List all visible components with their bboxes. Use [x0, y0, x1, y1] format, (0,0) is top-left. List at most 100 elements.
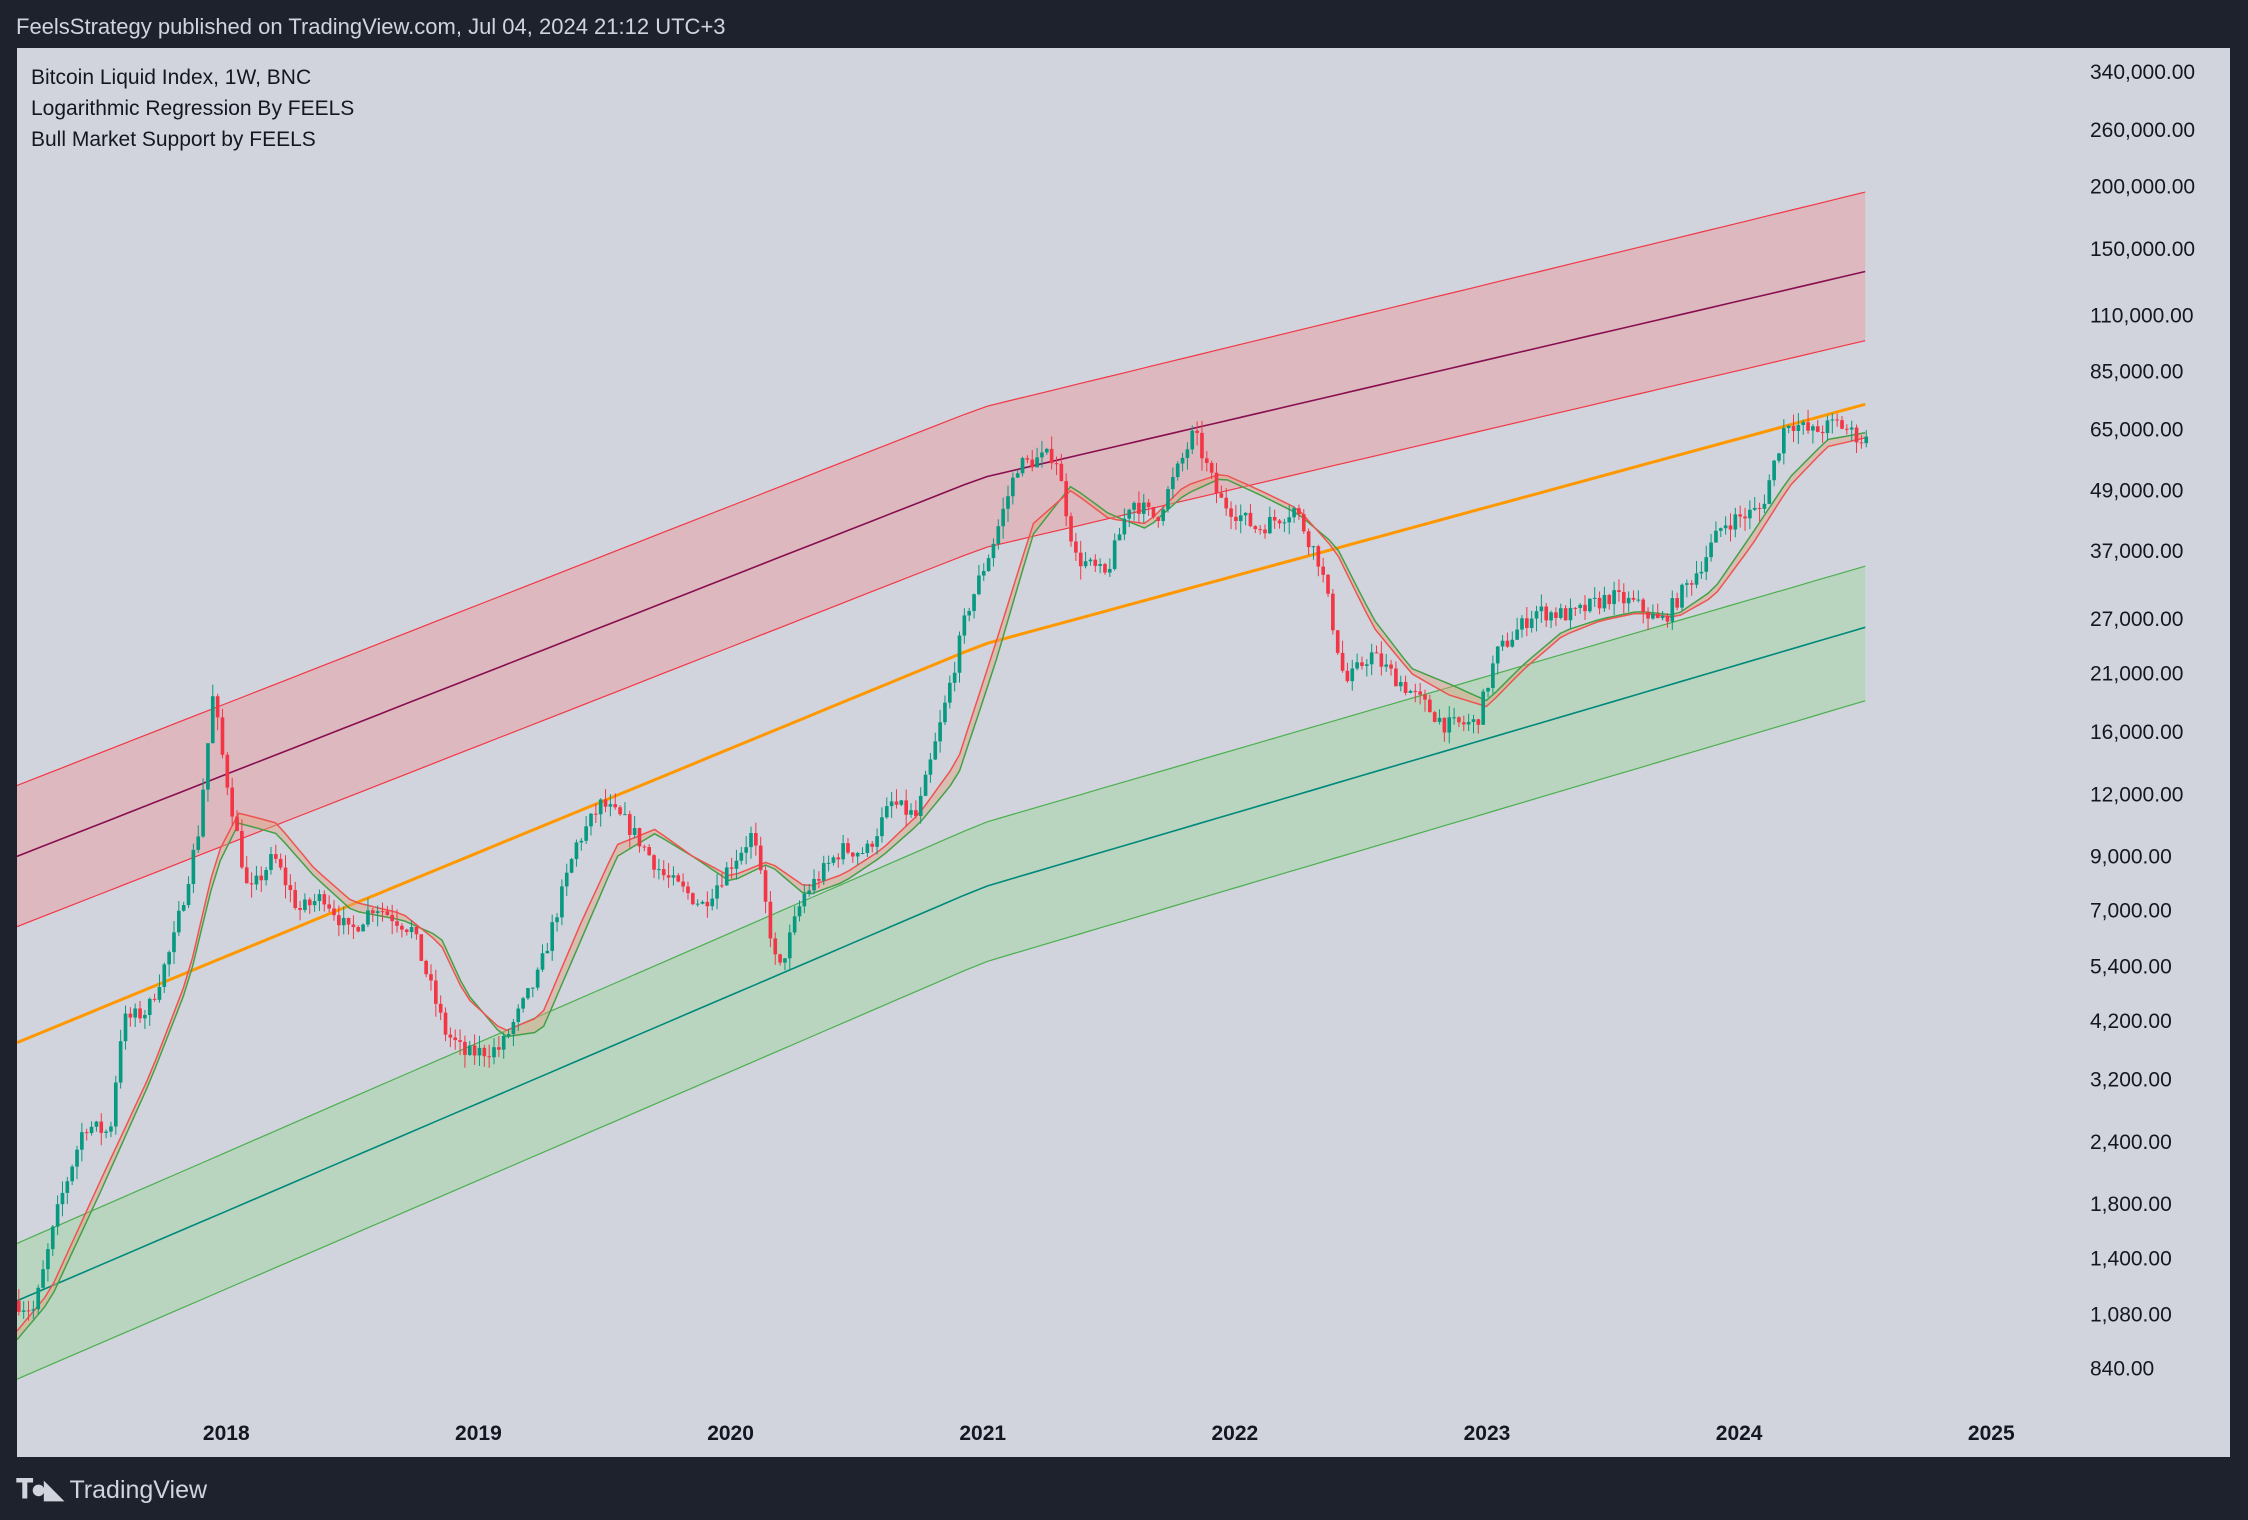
candle-body — [1350, 668, 1355, 682]
candle — [322, 890, 327, 912]
candle — [676, 873, 681, 883]
candle-body — [312, 901, 317, 906]
candle — [249, 872, 254, 898]
candle — [923, 770, 928, 797]
candle-body — [283, 867, 288, 886]
candle — [695, 899, 700, 907]
candle-body — [487, 1056, 491, 1058]
candle-body — [492, 1047, 496, 1058]
candle — [1204, 451, 1209, 472]
candle-body — [1583, 604, 1587, 612]
candle-body — [1403, 682, 1408, 693]
candle — [1360, 656, 1364, 670]
candle-body — [1476, 719, 1481, 725]
candle — [884, 797, 889, 819]
candle — [1845, 424, 1849, 435]
candle-body — [1457, 717, 1461, 723]
candle — [104, 1129, 108, 1139]
candle — [1660, 611, 1665, 621]
legend-bull-market-support[interactable]: Bull Market Support by FEELS — [31, 128, 316, 151]
legend-symbol[interactable]: Bitcoin Liquid Index, 1W, BNC — [31, 66, 312, 89]
candle-body — [947, 682, 952, 703]
candle-body — [1549, 612, 1553, 621]
candle-body — [1617, 590, 1621, 592]
footer-brand[interactable]: 𝐓●◣ TradingView — [16, 1474, 207, 1506]
price-axis: 340,000.00 260,000.00 200,000.00 150,000.00… — [2090, 61, 2195, 1381]
candle — [1704, 545, 1709, 581]
candle-body — [1757, 507, 1762, 509]
candle — [1277, 518, 1282, 529]
candle-body — [1040, 452, 1044, 458]
candle-body — [1452, 717, 1456, 719]
candle-body — [1112, 540, 1117, 569]
candle-body — [1035, 457, 1039, 468]
candle-body — [1219, 493, 1224, 498]
candle — [613, 793, 618, 810]
price-tick-label: 5,400.00 — [2090, 956, 2172, 979]
candle — [1234, 504, 1238, 530]
candle — [1554, 607, 1558, 627]
candle-body — [341, 917, 346, 926]
candle — [1195, 421, 1199, 446]
candle-body — [1248, 512, 1253, 527]
candle-body — [41, 1269, 45, 1288]
candle-body — [1815, 426, 1820, 432]
candle-body — [1447, 717, 1452, 733]
chart-pane[interactable]: 340,000.00 260,000.00 200,000.00 150,000.00… — [17, 48, 2230, 1457]
candle — [482, 1044, 487, 1067]
candle-body — [181, 905, 186, 911]
candle-body — [1796, 425, 1801, 431]
candle — [1408, 689, 1413, 694]
candle — [434, 969, 438, 1017]
candle-body — [1408, 690, 1413, 693]
candle-body — [1699, 571, 1704, 574]
candle — [1665, 613, 1670, 628]
candle — [143, 1009, 147, 1029]
candle — [1379, 641, 1384, 676]
candle-body — [1166, 489, 1170, 510]
candle — [632, 815, 637, 839]
candle-body — [278, 858, 283, 868]
candle-body — [608, 804, 613, 807]
candle — [1583, 595, 1587, 620]
candle-body — [225, 754, 230, 788]
candle-body — [768, 901, 773, 939]
candle — [618, 805, 622, 816]
candle — [1107, 558, 1112, 577]
candle — [259, 866, 264, 892]
candle — [497, 1036, 501, 1058]
tradingview-logo-icon: 𝐓●◣ — [16, 1474, 65, 1504]
candle-body — [1282, 522, 1287, 524]
candle-body — [598, 799, 603, 815]
candle-body — [1253, 526, 1258, 530]
candle — [598, 798, 603, 827]
candle-body — [1588, 598, 1592, 612]
candle — [138, 1000, 142, 1023]
candle-body — [1685, 583, 1689, 585]
price-tick-label: 2,400.00 — [2090, 1131, 2172, 1154]
candle-body — [1486, 687, 1490, 692]
regression-bands — [17, 192, 1866, 1380]
candle — [1074, 532, 1078, 561]
candle — [1820, 425, 1825, 443]
candle — [419, 934, 424, 961]
candle-body — [826, 862, 831, 864]
legend-log-regression[interactable]: Logarithmic Regression By FEELS — [31, 97, 355, 120]
candle-body — [579, 840, 584, 843]
candle — [739, 846, 744, 865]
candle-body — [458, 1040, 462, 1042]
candle — [463, 1035, 467, 1068]
candle-body — [1534, 611, 1539, 619]
candle — [909, 803, 913, 818]
candle-body — [254, 875, 259, 885]
candle-body — [147, 998, 152, 1015]
candle-body — [1015, 473, 1020, 478]
candle-body — [123, 1013, 128, 1042]
candle — [1452, 707, 1456, 725]
candle-body — [1006, 496, 1010, 509]
price-chart[interactable]: 340,000.00 260,000.00 200,000.00 150,000.00… — [17, 48, 2230, 1457]
candle — [1757, 502, 1762, 522]
candle — [1248, 504, 1253, 528]
candle-body — [972, 594, 976, 611]
candle-body — [1044, 448, 1049, 453]
